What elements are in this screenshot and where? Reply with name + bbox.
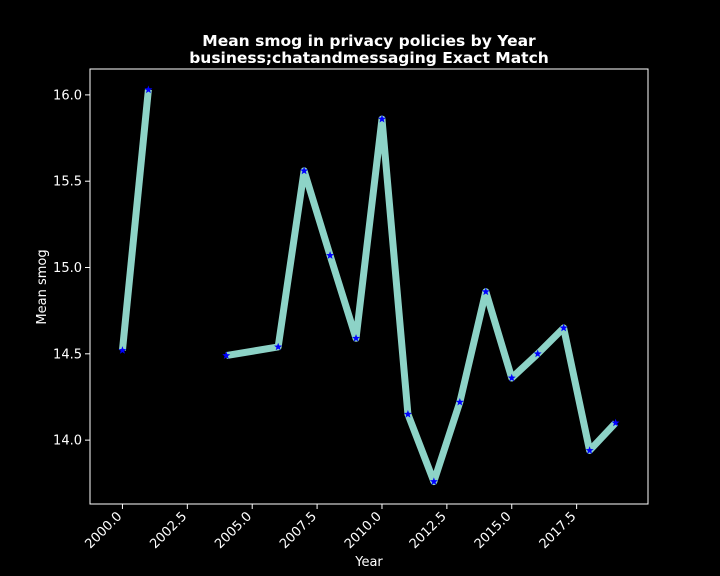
data-point-marker [507, 373, 516, 382]
data-point-marker [326, 251, 335, 259]
data-point-marker [403, 410, 412, 418]
chart-title: Mean smog in privacy policies by Year [202, 32, 536, 50]
x-tick-label: 2015.0 [472, 509, 515, 552]
y-tick-label: 14.5 [53, 347, 82, 362]
x-axis: 2000.0 2002.5 2005.0 2007.5 2010.0 2012.5 2015… [82, 504, 579, 552]
data-point-marker [429, 477, 438, 485]
data-point-marker [585, 446, 594, 454]
y-axis: 14.0 14.5 15.0 15.5 16.0 [53, 88, 90, 449]
data-point-marker [222, 351, 231, 359]
y-tick-label: 15.0 [53, 261, 82, 276]
data-point-marker [559, 323, 568, 332]
y-axis-label: Mean smog [35, 249, 50, 324]
data-point-marker [481, 287, 490, 296]
y-tick-label: 14.0 [53, 434, 82, 449]
data-point-marker [300, 166, 309, 175]
data-point-marker [455, 397, 464, 406]
y-tick-label: 16.0 [53, 88, 82, 103]
x-axis-label: Year [354, 555, 383, 570]
x-tick-label: 2000.0 [82, 509, 125, 552]
data-point-marker [352, 334, 361, 342]
x-tick-label: 2005.0 [212, 509, 255, 552]
x-tick-label: 2017.5 [537, 509, 580, 552]
series-line [118, 89, 152, 351]
series-line [225, 115, 619, 486]
data-point-marker [377, 114, 386, 123]
data-point-marker [118, 346, 127, 354]
x-tick-label: 2010.0 [342, 509, 385, 552]
x-tick-label: 2007.5 [277, 509, 320, 552]
data-point-marker [533, 349, 542, 358]
data-point-marker [144, 85, 153, 94]
plot-frame [89, 68, 649, 505]
series-lines [118, 89, 619, 486]
data-point-marker [611, 418, 620, 427]
chart-subtitle: business;chatandmessaging Exact Match [189, 49, 549, 67]
data-point-marker [274, 342, 283, 351]
series-markers [118, 85, 620, 485]
y-tick-label: 15.5 [53, 175, 82, 190]
x-tick-label: 2002.5 [147, 509, 190, 552]
x-tick-label: 2012.5 [407, 509, 450, 552]
